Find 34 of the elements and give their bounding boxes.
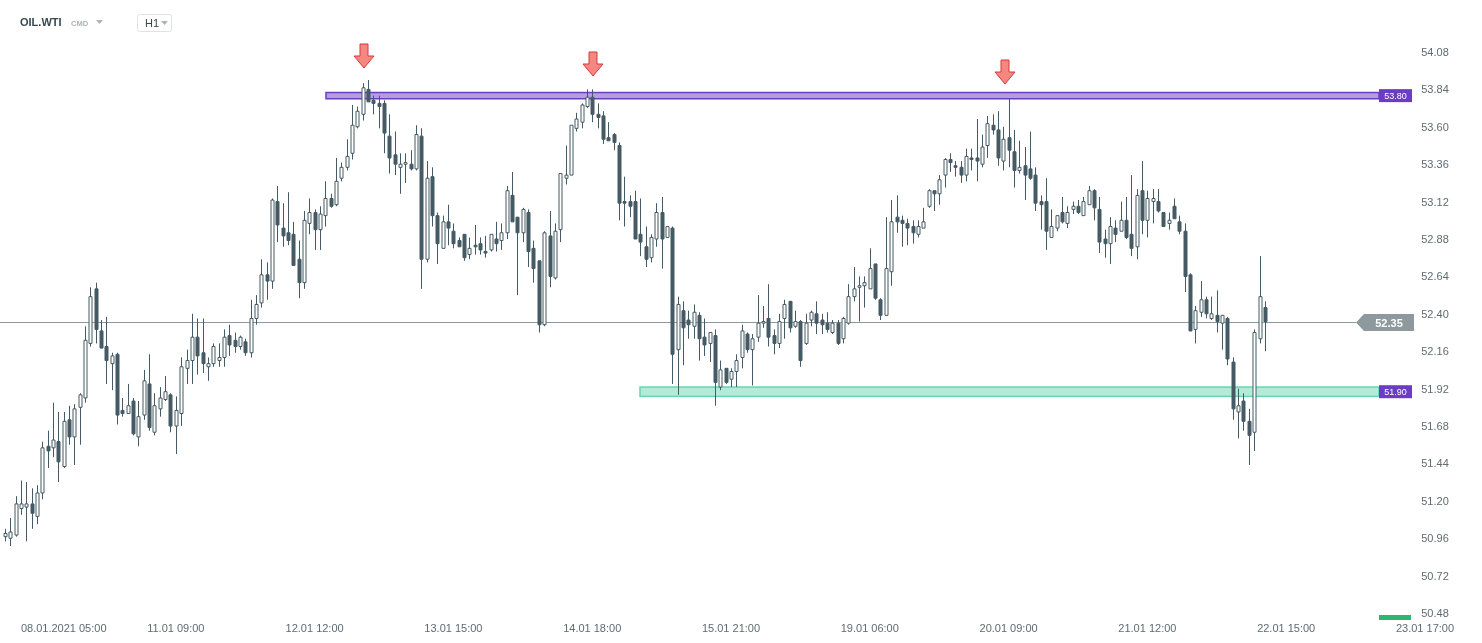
y-tick-label: 53.36 xyxy=(1421,158,1449,171)
y-tick-label: 50.96 xyxy=(1421,532,1449,545)
x-tick-label: 08.01.2021 05:00 xyxy=(20,622,107,634)
y-tick-label: 53.12 xyxy=(1421,195,1449,208)
x-tick-label: 20.01 09:00 xyxy=(979,622,1038,634)
x-tick-label: 19.01 06:00 xyxy=(840,622,899,634)
y-tick-label: 53.60 xyxy=(1421,120,1449,133)
band-label: 53.80 xyxy=(1384,90,1407,101)
y-tick-label: 54.08 xyxy=(1421,46,1449,58)
x-tick-label: 21.01 12:00 xyxy=(1118,622,1177,634)
band-label: 51.90 xyxy=(1384,386,1407,397)
y-tick-label: 52.16 xyxy=(1421,345,1449,358)
y-tick-label: 52.40 xyxy=(1421,307,1449,320)
chart-title: OIL.WTI xyxy=(20,16,62,28)
y-tick-label: 53.84 xyxy=(1421,83,1449,96)
x-tick-label: 15.01 21:00 xyxy=(701,622,761,634)
x-tick-label: 13.01 15:00 xyxy=(424,622,483,634)
y-tick-label: 50.72 xyxy=(1421,569,1449,582)
y-tick-label: 51.44 xyxy=(1421,457,1449,470)
x-tick-label: 11.01 09:00 xyxy=(147,622,205,634)
text: H1 xyxy=(145,17,160,29)
y-tick-label: 51.92 xyxy=(1421,382,1449,395)
ref-line-label: 52.35 xyxy=(1375,316,1403,329)
y-tick-label: 51.68 xyxy=(1421,420,1449,432)
x-tick-label: 22.01 15:00 xyxy=(1257,622,1316,634)
y-tick-label: 52.88 xyxy=(1421,233,1449,245)
x-tick-label: 23.01 17:00 xyxy=(1395,622,1455,634)
y-tick-label: 50.48 xyxy=(1421,607,1449,619)
candlestick xyxy=(1172,197,1177,220)
x-tick-label: 14.01 18:00 xyxy=(563,622,622,634)
y-tick-label: 51.20 xyxy=(1421,494,1449,507)
candlestick xyxy=(483,235,488,259)
x-tick-label: 12.01 12:00 xyxy=(285,622,344,634)
y-tick-label: 52.64 xyxy=(1421,270,1449,283)
